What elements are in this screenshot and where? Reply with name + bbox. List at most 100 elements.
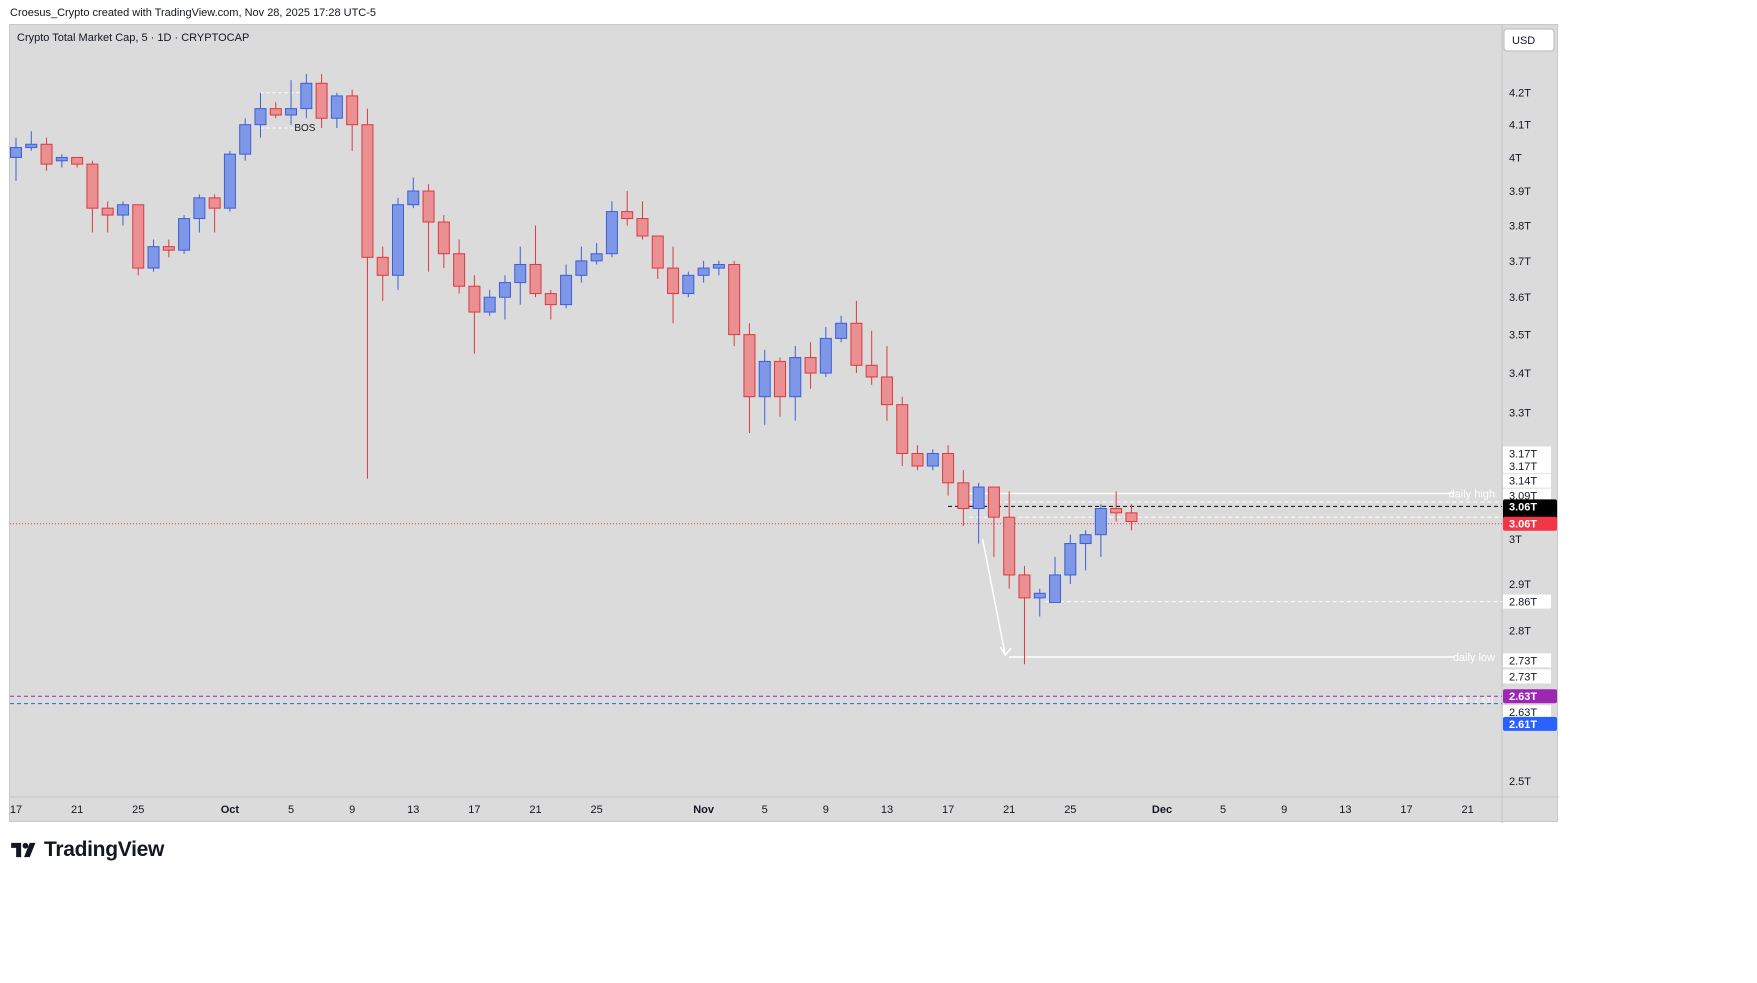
time-tick-label: 21 <box>1461 804 1473 816</box>
price-tick-label: 3.6T <box>1509 292 1531 304</box>
time-tick-label: 13 <box>1339 804 1351 816</box>
time-tick-label: 5 <box>762 804 768 816</box>
candle-body <box>116 204 129 216</box>
candle-body <box>605 211 618 255</box>
candle-body <box>575 260 588 276</box>
candle-body <box>315 82 328 119</box>
candle-body <box>86 163 99 209</box>
candle-body <box>25 143 38 149</box>
candle-body <box>147 246 160 269</box>
candle-body <box>1110 508 1123 514</box>
candle-body <box>40 143 53 165</box>
price-axis-label: 2.73T <box>1509 655 1537 667</box>
price-label-bg <box>1503 653 1551 668</box>
chart-credit: Croesus_Crypto created with TradingView.… <box>10 7 377 19</box>
candle-body <box>101 207 114 216</box>
candle-body <box>819 337 832 374</box>
candle-body <box>208 197 221 209</box>
candle-body <box>71 156 84 165</box>
time-tick-label: 25 <box>132 804 144 816</box>
candle-body <box>254 108 267 126</box>
candle-body <box>590 253 603 262</box>
candle-body <box>1003 516 1016 576</box>
time-tick-label: Oct <box>221 804 240 816</box>
time-tick-label: 25 <box>1064 804 1076 816</box>
price-badge <box>1503 689 1557 704</box>
candle-body <box>957 482 970 510</box>
price-badge-text: 2.61T <box>1509 719 1537 731</box>
price-badge <box>1503 516 1557 531</box>
price-tick-label: 3.4T <box>1509 368 1531 380</box>
candle-body <box>1064 543 1077 576</box>
price-tick-label: 3T <box>1509 534 1522 546</box>
time-tick-label: 13 <box>881 804 893 816</box>
candle-body <box>789 357 802 398</box>
price-tick-label: 4.1T <box>1509 120 1531 132</box>
price-axis-label: 3.17T <box>1509 461 1537 473</box>
drop-arrow-line <box>981 538 1006 656</box>
candle-body <box>621 211 634 220</box>
price-axis-label: 3.17T <box>1509 448 1537 460</box>
candle-body <box>407 190 420 206</box>
candle-body <box>162 246 175 251</box>
time-tick-label: Dec <box>1152 804 1172 816</box>
candle-body <box>392 204 404 276</box>
candle-body <box>514 263 527 284</box>
candle-body <box>560 274 573 306</box>
price-tick-label: 4.2T <box>1509 88 1531 100</box>
candle-body <box>743 334 756 398</box>
candlestick-chart[interactable]: BOS daily high daily low 0.5 · 0.618 · 2.63… <box>10 25 1559 823</box>
candle-body <box>1079 534 1092 545</box>
candle-body <box>361 124 374 258</box>
candle-body <box>285 108 298 116</box>
candle-body <box>300 82 313 110</box>
price-tick-label: 2.9T <box>1509 579 1531 591</box>
candle-body <box>1094 508 1107 536</box>
daily-high-label: daily high <box>1449 488 1495 500</box>
time-tick-label: 5 <box>1220 804 1226 816</box>
chart-title: Crypto Total Market Cap, 5 · 1D · CRYPTO… <box>17 32 249 44</box>
time-tick-label: 17 <box>468 804 480 816</box>
candle-body <box>774 360 786 398</box>
candle-body <box>835 322 848 339</box>
currency-label: USD <box>1512 35 1535 47</box>
time-tick-label: 17 <box>942 804 954 816</box>
candle-body <box>330 95 343 119</box>
time-tick-label: 21 <box>71 804 83 816</box>
candle-body <box>1018 574 1031 599</box>
time-tick-label: 17 <box>10 804 22 816</box>
candle-body <box>498 282 511 298</box>
candle-body <box>1033 592 1046 599</box>
price-label-bg <box>1503 446 1551 461</box>
candle-body <box>942 452 955 484</box>
price-axis-label: 2.86T <box>1509 597 1537 609</box>
candle-body <box>651 235 664 269</box>
currency-selector <box>1503 28 1555 52</box>
time-tick-label: 9 <box>1281 804 1287 816</box>
fib-level-label: 0.5 · 0.618 · 2.63T <box>1429 696 1495 705</box>
tradingview-logo[interactable]: TradingView <box>10 838 164 862</box>
candle-body <box>483 296 496 313</box>
tradingview-logo-text: TradingView <box>44 838 165 861</box>
candle-body <box>544 293 557 306</box>
bos-label: BOS <box>294 123 315 134</box>
candle-body <box>193 197 206 220</box>
price-label-bg <box>1503 669 1551 684</box>
time-tick-label: 21 <box>1003 804 1015 816</box>
time-tick-label: 5 <box>288 804 294 816</box>
price-tick-label: 4T <box>1509 152 1522 164</box>
candle-body <box>346 95 359 126</box>
candle-body <box>865 364 878 378</box>
price-axis-label: 2.63T <box>1509 707 1537 719</box>
chart-area[interactable]: BOS daily high daily low 0.5 · 0.618 · 2.63… <box>9 24 1559 823</box>
price-axis-label: 3.14T <box>1509 476 1537 488</box>
candle-body <box>239 124 252 155</box>
candle-body <box>926 452 939 467</box>
candle-body <box>972 486 985 510</box>
price-tick-label: 2.5T <box>1509 776 1531 788</box>
candle-body <box>712 263 725 269</box>
candle-body <box>911 452 924 467</box>
price-badge-text: 3.06T <box>1509 519 1537 531</box>
candle-body <box>529 263 542 295</box>
candle-body <box>880 376 893 406</box>
